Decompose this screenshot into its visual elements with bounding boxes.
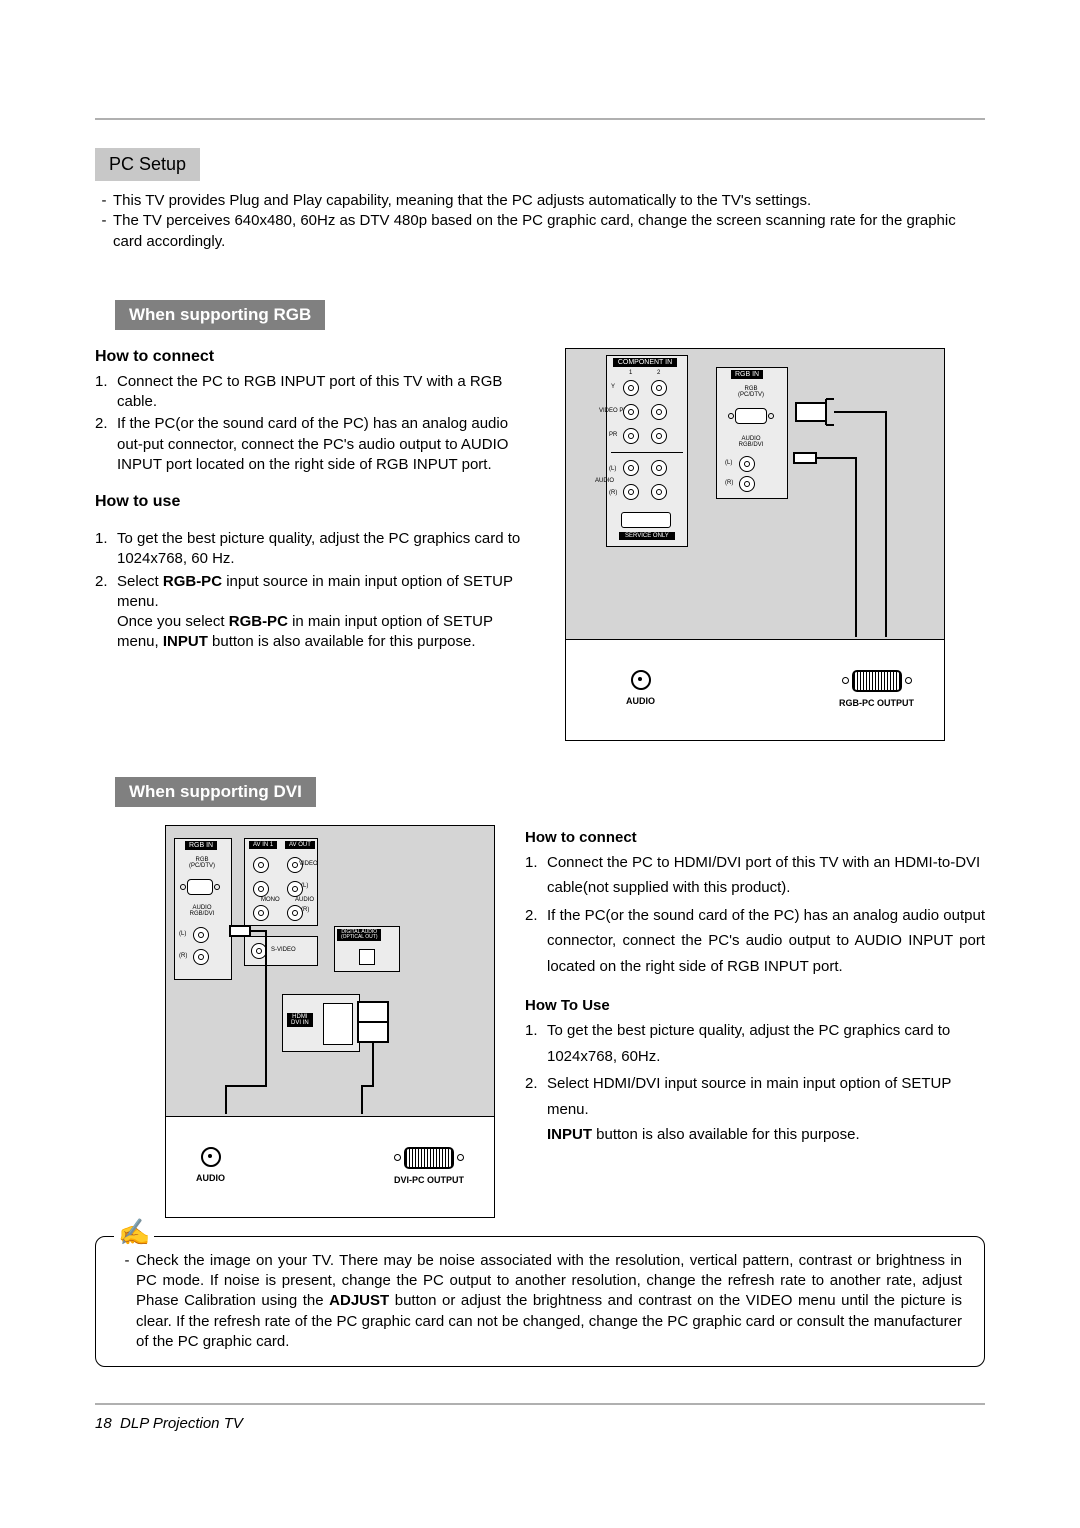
audio-jack: AUDIO	[196, 1147, 225, 1183]
rgb-section: How to connect 1.Connect the PC to RGB I…	[95, 348, 985, 741]
dash-icon: -	[95, 211, 113, 252]
dvi-use-title: How To Use	[525, 997, 985, 1014]
dvi-text-col: How to connect 1.Connect the PC to HDMI/…	[525, 825, 985, 1166]
bullet-text: The TV perceives 640x480, 60Hz as DTV 48…	[113, 211, 985, 252]
dvi-pc-output: DVI-PC OUTPUT	[394, 1147, 464, 1185]
list-item: 1.To get the best picture quality, adjus…	[95, 529, 535, 570]
footer: 18 DLP Projection TV	[95, 1403, 985, 1433]
av-in1-label: AV IN 1	[249, 841, 277, 849]
rgb-use-steps: 1.To get the best picture quality, adjus…	[95, 529, 535, 653]
list-item: 1.To get the best picture quality, adjus…	[525, 1018, 985, 1069]
list-item: 2.Select HDMI/DVI input source in main i…	[525, 1071, 985, 1148]
dash-icon: -	[118, 1251, 136, 1352]
bullet-text: This TV provides Plug and Play capabilit…	[113, 191, 985, 211]
list-item: 2.Select RGB-PC input source in main inp…	[95, 572, 535, 653]
note-bold: ADJUST	[329, 1292, 389, 1309]
bottom-rule	[95, 1403, 985, 1405]
rgb-diagram: COMPONENT IN 1 2 Y VIDEO PB PR (L) AUDIO…	[565, 348, 945, 741]
pc-setup-badge: PC Setup	[95, 148, 200, 181]
page: PC Setup - This TV provides Plug and Pla…	[0, 0, 1080, 1473]
note-hand-icon: ✍	[114, 1215, 154, 1250]
list-item: 2.If the PC(or the sound card of the PC)…	[525, 903, 985, 980]
rgb-connect-steps: 1.Connect the PC to RGB INPUT port of th…	[95, 372, 535, 475]
list-item: 2.If the PC(or the sound card of the PC)…	[95, 414, 535, 475]
dash-icon: -	[95, 191, 113, 211]
rgb-heading: When supporting RGB	[115, 300, 325, 330]
dvi-connect-steps: 1.Connect the PC to HDMI/DVI port of thi…	[525, 850, 985, 980]
list-item: 1.Connect the PC to HDMI/DVI port of thi…	[525, 850, 985, 901]
component-in-label: COMPONENT IN	[613, 358, 677, 367]
rgb-use-title: How to use	[95, 493, 535, 511]
dvi-diagram: RGB IN RGB (PC/DTV) AUDIO RGB/DVI (L) (R…	[165, 825, 495, 1218]
audio-jack: AUDIO	[626, 670, 655, 706]
service-only-label: SERVICE ONLY	[619, 532, 675, 540]
footer-title: DLP Projection TV	[120, 1415, 243, 1432]
digital-audio-label: DIGITAL AUDIO (OPTICAL OUT)	[337, 929, 381, 941]
note-box: ✍ - Check the image on your TV. There ma…	[95, 1236, 985, 1367]
hdmi-dvi-label: HDMI DVI IN	[287, 1013, 313, 1027]
dvi-use-steps: 1.To get the best picture quality, adjus…	[525, 1018, 985, 1148]
dvi-connect-title: How to connect	[525, 829, 985, 846]
page-number: 18	[95, 1415, 112, 1432]
bullet-item: - This TV provides Plug and Play capabil…	[95, 191, 985, 211]
dvi-section: RGB IN RGB (PC/DTV) AUDIO RGB/DVI (L) (R…	[95, 825, 985, 1218]
dvi-heading: When supporting DVI	[115, 777, 316, 807]
svideo-label: S-VIDEO	[271, 947, 296, 953]
pc-setup-bullets: - This TV provides Plug and Play capabil…	[95, 191, 985, 252]
rgb-text-col: How to connect 1.Connect the PC to RGB I…	[95, 348, 535, 671]
rgb-in-label: RGB IN	[185, 841, 217, 850]
bullet-item: - The TV perceives 640x480, 60Hz as DTV …	[95, 211, 985, 252]
av-out-label: AV OUT	[285, 841, 315, 849]
rgb-connect-title: How to connect	[95, 348, 535, 366]
rgb-pc-output: RGB-PC OUTPUT	[839, 670, 914, 708]
list-item: 1.Connect the PC to RGB INPUT port of th…	[95, 372, 535, 413]
top-rule	[95, 118, 985, 120]
rgb-in-label: RGB IN	[731, 370, 763, 379]
